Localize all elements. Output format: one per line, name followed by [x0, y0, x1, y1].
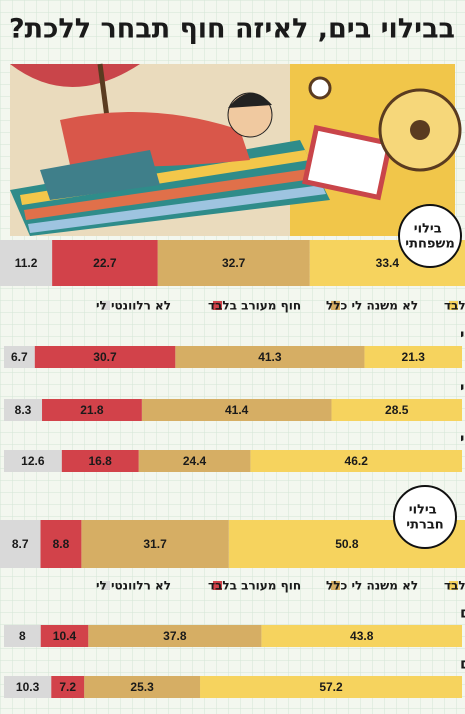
bar-segment	[331, 399, 462, 421]
bar-segment	[4, 676, 52, 698]
bar-segment	[34, 346, 176, 368]
bar-segment	[261, 625, 462, 647]
row-label: דתי קלאסי	[460, 379, 465, 397]
bar-segment	[4, 450, 62, 472]
value-label: 57.2	[319, 680, 343, 694]
legend-swatch	[213, 301, 222, 310]
value-label: 46.2	[345, 454, 369, 468]
value-label: 7.2	[59, 680, 76, 694]
value-label: 8.3	[15, 403, 32, 417]
bar-segment	[40, 625, 89, 647]
value-label: 22.7	[93, 256, 117, 270]
legend-label: חוף נפרד בלבד	[444, 579, 465, 593]
value-label: 8	[19, 629, 26, 643]
bar-segment	[81, 520, 229, 568]
value-label: 28.5	[385, 403, 409, 417]
legend-swatch	[449, 301, 458, 310]
row-label: גברים	[460, 604, 465, 622]
bar-segment	[4, 346, 35, 368]
value-label: 33.4	[376, 256, 400, 270]
value-label: 25.3	[130, 680, 154, 694]
value-label: 24.4	[183, 454, 207, 468]
section-label-line: בילוי	[409, 502, 441, 517]
legend-swatch	[213, 581, 222, 590]
section-badge	[398, 204, 462, 268]
bar-segment	[141, 399, 332, 421]
title: בבילוי בים, לאיזה חוף תבחר ללכת?	[9, 14, 455, 45]
row-label: דתי ליברלי	[460, 326, 465, 344]
section-badge	[393, 485, 457, 549]
bar-segment	[250, 450, 462, 472]
legend-swatch	[101, 581, 110, 590]
section-label: בילוי משפחתי	[405, 221, 454, 251]
value-label: 32.7	[222, 256, 246, 270]
bar-segment	[61, 450, 139, 472]
value-label: 43.8	[350, 629, 374, 643]
value-label: 16.8	[89, 454, 113, 468]
legend-label: לא רלוונטי לי	[96, 579, 171, 593]
bar-segment	[0, 520, 41, 568]
row-label: דתי תורני	[460, 430, 465, 448]
section-label-line: בילוי	[414, 221, 446, 236]
row-label: נשים	[460, 655, 465, 673]
value-label: 31.7	[143, 537, 167, 551]
bar-segment	[4, 399, 43, 421]
value-label: 37.8	[163, 629, 187, 643]
bar-segment	[4, 625, 41, 647]
bar-segment	[200, 676, 463, 698]
value-label: 41.4	[225, 403, 249, 417]
bar-segment	[84, 676, 201, 698]
legend-label: לא משנה לי כלל	[326, 299, 418, 313]
legend-label: לא משנה לי כלל	[326, 579, 418, 593]
value-label: 41.3	[258, 350, 282, 364]
legend-swatch	[101, 301, 110, 310]
legend-swatch	[331, 301, 340, 310]
section-label-line: משפחתי	[405, 236, 454, 251]
section-label-line: חברתי	[406, 517, 443, 532]
value-label: 10.4	[53, 629, 77, 643]
value-label: 21.8	[80, 403, 104, 417]
bar-segment	[0, 240, 53, 286]
legend-label: חוף מעורב בלבד	[208, 299, 301, 313]
value-label: 30.7	[93, 350, 117, 364]
value-label: 10.3	[16, 680, 40, 694]
value-label: 21.3	[402, 350, 426, 364]
value-label: 6.7	[11, 350, 28, 364]
bar-segment	[364, 346, 462, 368]
legend-label: חוף נפרד בלבד	[444, 299, 465, 313]
section-label: בילוי חברתי	[406, 502, 443, 532]
bar-segment	[51, 676, 85, 698]
bar-segment	[52, 240, 158, 286]
bar-segment	[40, 520, 82, 568]
bar-segment	[138, 450, 251, 472]
bar-segment	[175, 346, 365, 368]
bar-segment	[157, 240, 310, 286]
value-label: 8.8	[53, 537, 70, 551]
legend-label: חוף מעורב בלבד	[208, 579, 301, 593]
legend-label: לא רלוונטי לי	[96, 299, 171, 313]
illustration	[10, 63, 462, 236]
legend-swatch	[331, 581, 340, 590]
value-label: 12.6	[21, 454, 45, 468]
bar-segment	[88, 625, 262, 647]
value-label: 50.8	[335, 537, 359, 551]
legend-swatch	[449, 581, 458, 590]
bar-segment	[42, 399, 142, 421]
value-label: 11.2	[15, 256, 38, 270]
value-label: 8.7	[12, 537, 29, 551]
